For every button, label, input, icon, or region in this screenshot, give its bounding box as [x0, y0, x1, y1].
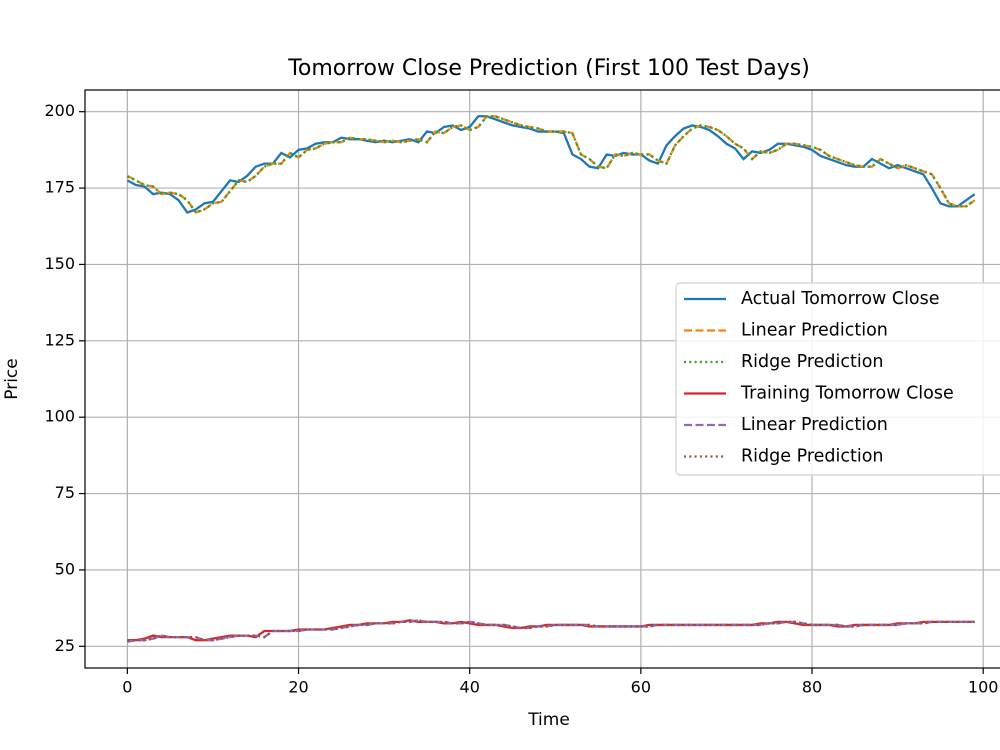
series-group: [126, 115, 976, 643]
y-tick-label: 50: [55, 559, 75, 578]
y-tick-label: 150: [44, 254, 75, 273]
y-tick-label: 100: [44, 407, 75, 426]
series-line: [126, 115, 976, 214]
x-tick-label: 80: [802, 678, 822, 697]
y-tick-label: 125: [44, 330, 75, 349]
legend-label: Ridge Prediction: [741, 447, 884, 467]
x-axis-label: Time: [527, 710, 570, 730]
x-tick-label: 0: [122, 678, 132, 697]
series-line: [126, 115, 976, 214]
x-tick-label: 40: [460, 678, 480, 697]
y-tick-label: 75: [55, 483, 75, 502]
chart-title: Tomorrow Close Prediction (First 100 Tes…: [287, 56, 810, 81]
series-line: [127, 619, 975, 642]
legend-box: [675, 282, 1000, 476]
legend: Actual Tomorrow Close Linear Prediction Ri…: [675, 282, 1000, 476]
legend-label: Ridge Prediction: [741, 352, 884, 372]
legend-label: Linear Prediction: [741, 321, 888, 341]
legend-label: Training Tomorrow Close: [740, 384, 954, 404]
x-tick-label: 60: [631, 678, 651, 697]
legend-label: Linear Prediction: [741, 415, 888, 435]
y-axis-label: Price: [2, 358, 22, 399]
y-tick-label: 200: [44, 101, 75, 120]
legend-label: Actual Tomorrow Close: [741, 289, 940, 309]
axes-frame: [84, 89, 1000, 669]
y-tick-label: 175: [44, 178, 75, 197]
y-tick-label: 25: [55, 636, 75, 655]
x-tick-label: 100: [968, 678, 999, 697]
x-tick-label: 20: [288, 678, 308, 697]
